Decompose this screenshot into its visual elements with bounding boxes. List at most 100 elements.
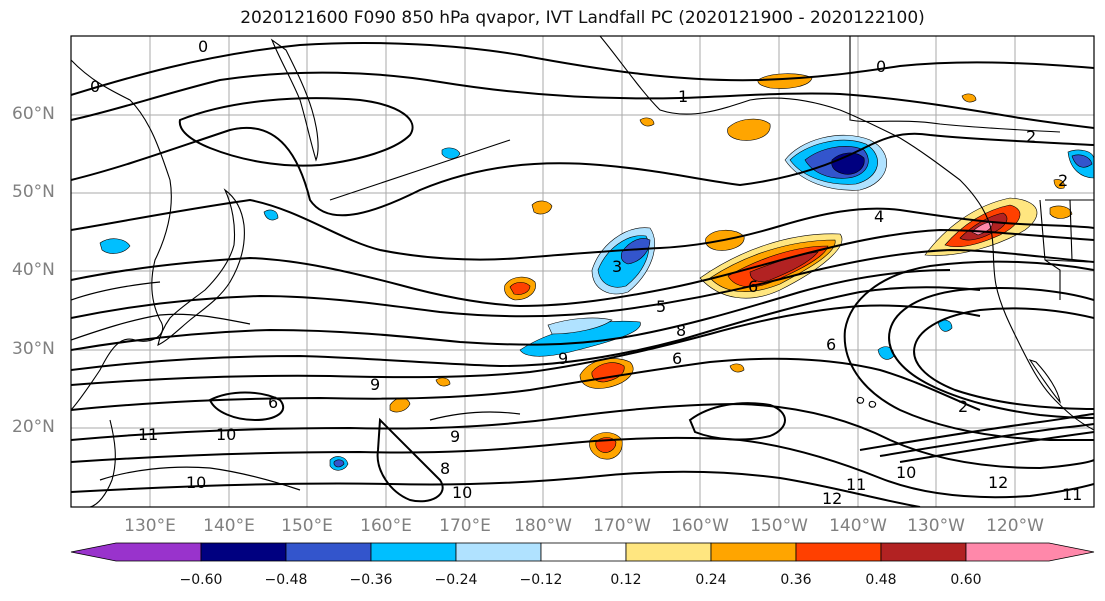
colorbar-tick-label: −0.48	[264, 572, 308, 588]
colorbar-tick-label: −0.24	[434, 572, 478, 588]
contour-west-loop	[178, 97, 414, 167]
contour-10	[71, 402, 1094, 470]
contour-label: 10	[186, 473, 206, 492]
contour-label: 2	[1026, 127, 1036, 146]
warm-small-2	[1049, 205, 1073, 219]
colorbar-segment	[370, 542, 457, 562]
colorbar-tick-label: −0.36	[349, 572, 393, 588]
lon-label-120w: 120°W	[986, 516, 1044, 536]
contour-label: 6	[748, 277, 758, 296]
cool-small-9	[263, 209, 279, 221]
lon-label-180w: 180°W	[514, 516, 572, 536]
contour-eastern-bulge-1	[888, 287, 1094, 419]
contour-6b	[71, 286, 981, 371]
contour-se-loop	[688, 402, 786, 441]
alaska-coast	[599, 36, 991, 226]
contour-12	[71, 470, 921, 507]
contour-jet-3	[899, 431, 1094, 463]
colorbar-segment	[880, 542, 967, 562]
lon-label-150w: 150°W	[750, 516, 808, 536]
colorbar	[70, 542, 1095, 562]
lon-label-140e: 140°E	[203, 516, 255, 536]
colorbar-tick-label: 0.24	[695, 572, 727, 588]
ivt-contours	[71, 42, 1094, 507]
colorbar-tick-label: 0.48	[865, 572, 897, 588]
contour-label: 9	[558, 349, 568, 368]
lon-label-140w: 140°W	[829, 516, 887, 536]
colorbar-segment	[795, 542, 882, 562]
warm-north-1	[727, 118, 771, 141]
contour-3	[71, 198, 1094, 261]
cool-small-6	[333, 459, 345, 468]
contour-label: 6	[268, 393, 278, 412]
colorbar-tick-label: 0.60	[950, 572, 982, 588]
contour-label: 11	[138, 425, 158, 444]
warm-small-4	[435, 377, 451, 387]
lat-label-60n: 60°N	[12, 104, 55, 124]
colorbar-tick-label: 0.36	[780, 572, 812, 588]
contour-jet-1	[859, 413, 1094, 451]
contour-label: 12	[988, 473, 1008, 492]
cool-central-mid	[620, 238, 651, 265]
lat-label-40n: 40°N	[12, 260, 55, 280]
contour-label: 0	[90, 77, 100, 96]
hawaii-1	[856, 396, 865, 404]
lon-label-160w: 160°W	[671, 516, 729, 536]
contour-label: 10	[216, 425, 236, 444]
lon-label-170e: 170°E	[439, 516, 491, 536]
contour-label: 9	[370, 375, 380, 394]
contour-label: 5	[656, 297, 666, 316]
contour-1	[71, 71, 1094, 129]
colorbar-segment	[540, 542, 627, 562]
contour-label: 10	[452, 483, 472, 502]
contour-label: 4	[874, 207, 884, 226]
warm-small-1	[531, 200, 553, 215]
contour-label: 6	[672, 349, 682, 368]
colorbar-segment	[455, 542, 542, 562]
ivt-thin-contours	[71, 281, 521, 491]
contour-6a	[71, 269, 951, 351]
contour-8a	[71, 304, 981, 386]
japan-coast	[157, 189, 245, 346]
map-frame	[70, 35, 1095, 508]
lon-label-170w: 170°W	[593, 516, 651, 536]
colorbar-segment	[710, 542, 797, 562]
contour-label-group: 0 0 0 1 2 2 3 4 5 6 6 6 6 8 8 9 9 9 10 1…	[90, 37, 1082, 507]
warm-small-8	[639, 117, 655, 127]
contour-eastern-bulge-3	[843, 260, 1094, 441]
contour-label: 0	[198, 37, 208, 56]
contour-label: 11	[846, 475, 866, 494]
contour-label: 6	[826, 335, 836, 354]
colorbar-segment	[200, 542, 287, 562]
hawaii-2	[868, 400, 877, 408]
colorbar-segment	[285, 542, 372, 562]
warm-small-6	[961, 93, 977, 103]
contour-label: 9	[450, 427, 460, 446]
contour-2-upper	[71, 127, 1094, 217]
lon-label-130e: 130°E	[124, 516, 176, 536]
contour-4	[71, 228, 1094, 308]
colorbar-tick-label: −0.12	[519, 572, 563, 588]
contour-9	[71, 357, 981, 411]
lat-label-30n: 30°N	[12, 339, 55, 359]
contour-label: 2	[1058, 171, 1068, 190]
contour-0-north	[71, 42, 1094, 96]
colorbar-tick-label: −0.60	[179, 572, 223, 588]
gridlines	[71, 36, 1094, 507]
warm-small-7	[729, 363, 745, 373]
contour-label: 8	[676, 321, 686, 340]
contour-label: 2	[958, 397, 968, 416]
cool-small-4	[441, 147, 461, 159]
colorbar-tick-label: 0.12	[610, 572, 642, 588]
cool-strip-light	[547, 317, 613, 335]
contour-label: 0	[876, 57, 886, 76]
contour-eastern-bulge-2	[913, 307, 1094, 410]
contour-label: 1	[678, 87, 688, 106]
baja	[1028, 358, 1061, 404]
contour-label: 3	[612, 257, 622, 276]
colorbar-segment	[70, 542, 202, 562]
lon-label-130w: 130°W	[907, 516, 965, 536]
contour-label: 8	[440, 459, 450, 478]
contour-5	[71, 248, 1094, 319]
